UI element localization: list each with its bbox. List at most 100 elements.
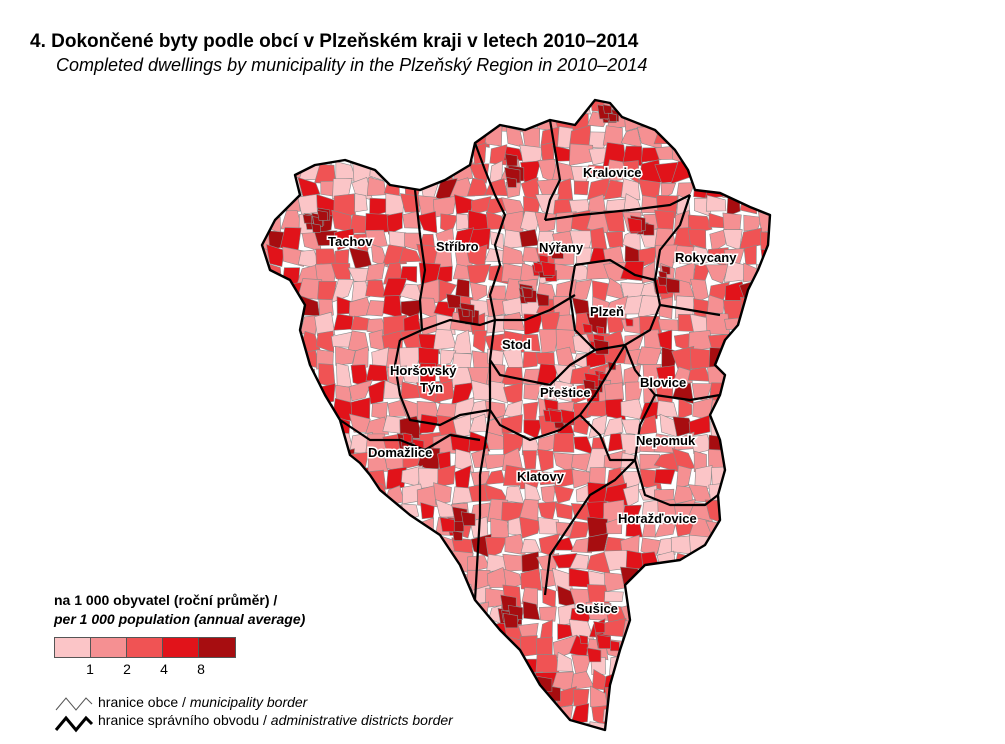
municipality <box>773 589 780 609</box>
municipality <box>761 653 770 677</box>
municipality <box>775 533 780 551</box>
municipality <box>694 653 713 677</box>
municipality <box>265 363 289 386</box>
municipality <box>704 636 725 658</box>
municipality <box>758 669 770 689</box>
municipality <box>297 417 318 439</box>
municipality <box>656 668 674 692</box>
municipality <box>506 177 517 188</box>
municipality <box>690 673 713 692</box>
municipality <box>759 281 770 299</box>
municipality <box>641 551 661 572</box>
map-subtitle: Completed dwellings by municipality in t… <box>56 55 648 75</box>
municipality <box>775 451 780 472</box>
municipality <box>371 346 390 368</box>
municipality <box>742 144 761 163</box>
municipality <box>691 586 712 607</box>
municipality <box>723 145 746 164</box>
municipality <box>688 111 708 128</box>
municipality <box>382 277 408 299</box>
municipality <box>472 686 493 709</box>
municipality <box>262 100 270 115</box>
municipality <box>723 550 742 573</box>
municipality <box>262 181 270 200</box>
municipality <box>468 618 492 638</box>
district-label-domazlice: Domažlice <box>368 445 432 460</box>
municipality <box>721 519 745 541</box>
municipality <box>350 521 371 539</box>
municipality <box>709 165 726 181</box>
municipality <box>585 164 608 179</box>
municipality <box>743 262 758 283</box>
municipality <box>262 384 268 403</box>
municipality <box>263 350 286 367</box>
municipality <box>596 634 611 649</box>
municipality <box>724 537 747 553</box>
district-label-kralovice: Kralovice <box>583 165 642 180</box>
legend-class-5 <box>199 638 235 657</box>
municipality <box>472 113 490 131</box>
municipality <box>534 211 557 234</box>
municipality <box>264 417 288 438</box>
municipality <box>522 287 533 298</box>
municipality <box>502 689 525 709</box>
municipality <box>637 688 662 710</box>
district-label-susice: Sušice <box>576 601 618 616</box>
municipality <box>280 332 300 351</box>
municipality <box>262 195 270 217</box>
district-label-tachov: Tachov <box>328 234 373 249</box>
municipality <box>262 503 271 524</box>
municipality <box>688 635 712 659</box>
municipality <box>776 366 780 386</box>
municipality <box>761 521 770 540</box>
municipality <box>369 554 387 575</box>
municipality <box>285 100 305 114</box>
municipality <box>537 100 557 115</box>
municipality <box>432 100 453 114</box>
municipality <box>602 416 624 437</box>
municipality <box>738 621 762 643</box>
municipality <box>593 621 606 633</box>
municipality <box>331 637 354 657</box>
municipality <box>619 720 644 730</box>
municipality <box>504 153 518 167</box>
municipality <box>262 567 267 591</box>
municipality <box>280 398 303 419</box>
municipality <box>690 278 709 304</box>
municipality <box>741 328 764 348</box>
municipality <box>387 519 408 539</box>
municipality <box>506 100 526 116</box>
municipality <box>777 640 780 656</box>
municipality <box>673 108 690 130</box>
municipality <box>722 572 747 590</box>
municipality <box>522 450 537 470</box>
thick-border-icon <box>54 715 94 733</box>
municipality <box>365 671 389 692</box>
municipality <box>536 723 556 730</box>
municipality <box>620 100 645 114</box>
municipality <box>452 530 463 541</box>
municipality <box>284 652 305 678</box>
municipality <box>264 403 288 422</box>
municipality <box>624 317 634 327</box>
municipality <box>332 618 355 639</box>
municipality <box>549 244 564 259</box>
municipality <box>691 722 713 730</box>
municipality <box>280 465 304 487</box>
municipality <box>262 435 270 455</box>
municipality <box>434 623 457 640</box>
municipality <box>262 210 266 233</box>
municipality <box>728 687 745 705</box>
municipality <box>348 551 374 574</box>
municipality <box>266 243 285 267</box>
municipality <box>528 695 540 707</box>
municipality <box>740 451 765 468</box>
municipality <box>316 210 328 221</box>
municipality <box>450 604 473 626</box>
municipality <box>778 433 780 451</box>
municipality <box>757 313 770 335</box>
municipality <box>264 519 286 539</box>
municipality <box>519 228 539 248</box>
municipality <box>485 431 509 450</box>
district-label-horsovsky-tyn-2: Týn <box>420 380 443 395</box>
